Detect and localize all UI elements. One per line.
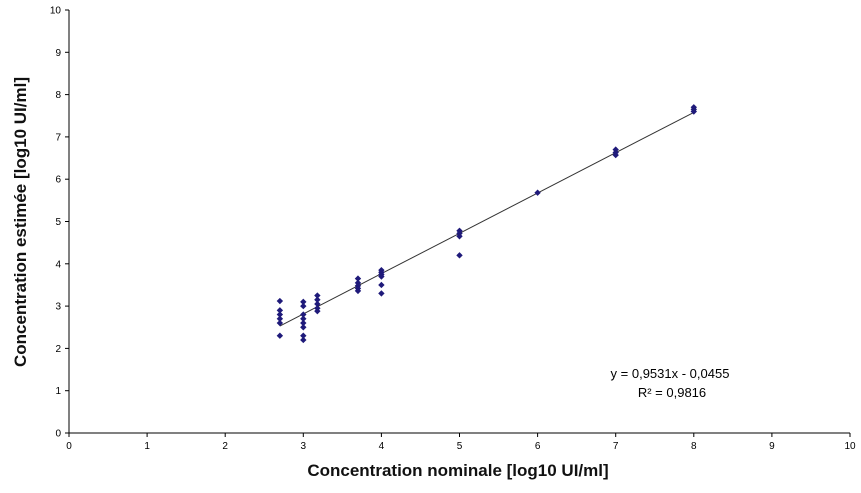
x-tick-label: 6	[535, 441, 541, 452]
y-tick-label: 3	[55, 302, 61, 313]
data-point	[314, 292, 321, 299]
data-point	[300, 302, 307, 310]
trendline-r-squared: R² = 0,9816	[638, 385, 706, 400]
data-point	[300, 315, 307, 322]
trendline	[279, 111, 695, 327]
data-point	[300, 311, 307, 318]
x-tick-label: 7	[613, 441, 619, 452]
data-point	[300, 332, 307, 339]
data-point	[456, 233, 463, 240]
y-tick-label: 8	[55, 90, 61, 101]
trendline-equation: y = 0,9531x - 0,0455	[611, 366, 730, 381]
y-tick-label: 2	[55, 344, 61, 355]
data-point	[300, 298, 307, 306]
x-tick-label: 3	[301, 441, 307, 452]
data-point	[378, 281, 385, 289]
y-tick-label: 1	[55, 386, 61, 397]
y-axis-title: Concentration estimée [log10 UI/ml]	[11, 77, 30, 367]
y-tick-label: 10	[50, 6, 62, 17]
data-point	[314, 307, 321, 315]
x-tick-label: 0	[66, 441, 72, 452]
data-point	[612, 151, 619, 159]
data-point	[300, 324, 307, 331]
data-point	[300, 319, 307, 327]
x-axis-title: Concentration nominale [log10 UI/ml]	[307, 461, 608, 480]
y-tick-label: 7	[55, 132, 61, 143]
plot-area: 0 1 2 3 4 5 6 7 8 9 10 0 1 2 3 4 5 6 7 8 9 10	[50, 6, 856, 453]
data-point	[276, 315, 284, 322]
x-tick-label: 9	[769, 441, 775, 452]
data-point	[276, 332, 284, 339]
y-tick-label: 4	[55, 259, 61, 270]
data-point	[354, 287, 362, 295]
y-tick-label: 5	[55, 217, 61, 228]
data-point	[276, 311, 284, 318]
data-point	[276, 297, 284, 305]
data-point	[378, 273, 385, 280]
data-point	[378, 290, 385, 297]
data-point	[534, 189, 541, 196]
y-tick-label: 6	[55, 175, 61, 186]
data-point	[300, 336, 307, 344]
data-point	[314, 300, 321, 308]
data-point	[314, 296, 321, 303]
x-tick-label: 2	[222, 441, 228, 452]
y-tick-label: 9	[55, 48, 61, 59]
x-tick-label: 5	[457, 441, 463, 452]
data-point	[690, 108, 697, 115]
data-point	[276, 307, 284, 314]
x-tick-label: 8	[691, 441, 697, 452]
y-tick-label: 0	[55, 429, 61, 440]
data-point	[276, 319, 284, 327]
data-point	[354, 275, 362, 282]
data-point	[456, 252, 463, 259]
x-tick-label: 10	[844, 441, 856, 452]
x-tick-label: 1	[144, 441, 150, 452]
x-tick-label: 4	[379, 441, 385, 452]
